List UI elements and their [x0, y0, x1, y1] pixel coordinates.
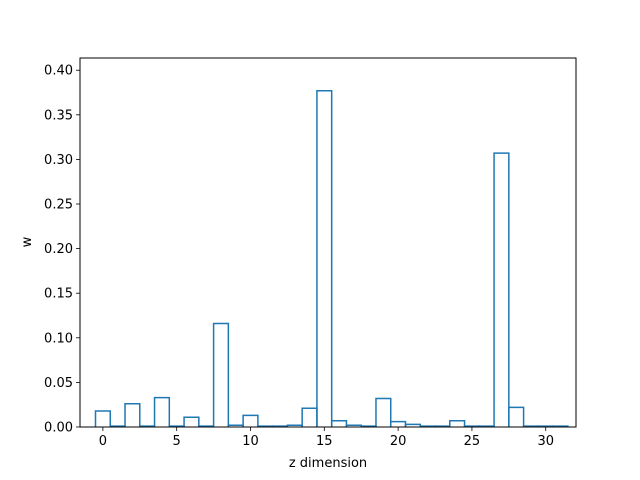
bar-27: [493, 152, 510, 427]
bar-19: [375, 397, 392, 427]
y-axis-ticks: 0.00 0.05 0.10 0.15 0.20 0.25 0.30 0.35 0.40: [44, 64, 80, 436]
x-tick-label: 30: [537, 434, 554, 449]
bar-10: [242, 414, 259, 427]
y-tick-label: 0.40: [44, 64, 73, 79]
bar-24: [449, 420, 466, 427]
y-tick-label: 0.20: [44, 242, 73, 257]
bar-2: [124, 403, 141, 427]
bar-16: [330, 420, 348, 427]
plot-background: [80, 58, 576, 427]
plot-frame: [79, 57, 577, 428]
y-tick-label: 0.05: [44, 376, 73, 391]
x-axis-label: z dimension: [289, 456, 367, 471]
x-tick-label: 20: [390, 434, 407, 449]
x-axis-ticks: 0 5 10 15 20 25 30: [99, 427, 554, 449]
y-tick-label: 0.30: [44, 153, 73, 168]
y-tick-label: 0.25: [44, 198, 73, 213]
bar-0: [94, 410, 112, 427]
x-tick-label: 15: [316, 434, 333, 449]
bar-8: [212, 322, 230, 427]
bar-28: [508, 406, 525, 427]
y-tick-label: 0.35: [44, 108, 73, 123]
y-tick-label: 0.00: [44, 421, 73, 436]
bar-6: [183, 416, 200, 427]
bar-4: [153, 396, 171, 427]
x-tick-label: 10: [242, 434, 259, 449]
y-tick-label: 0.15: [44, 287, 73, 302]
x-tick-label: 0: [99, 434, 107, 449]
bar-15: [316, 89, 333, 427]
x-tick-label: 5: [173, 434, 181, 449]
y-tick-label: 0.10: [44, 331, 73, 346]
x-tick-label: 25: [464, 434, 481, 449]
y-axis-label: w: [20, 236, 35, 247]
